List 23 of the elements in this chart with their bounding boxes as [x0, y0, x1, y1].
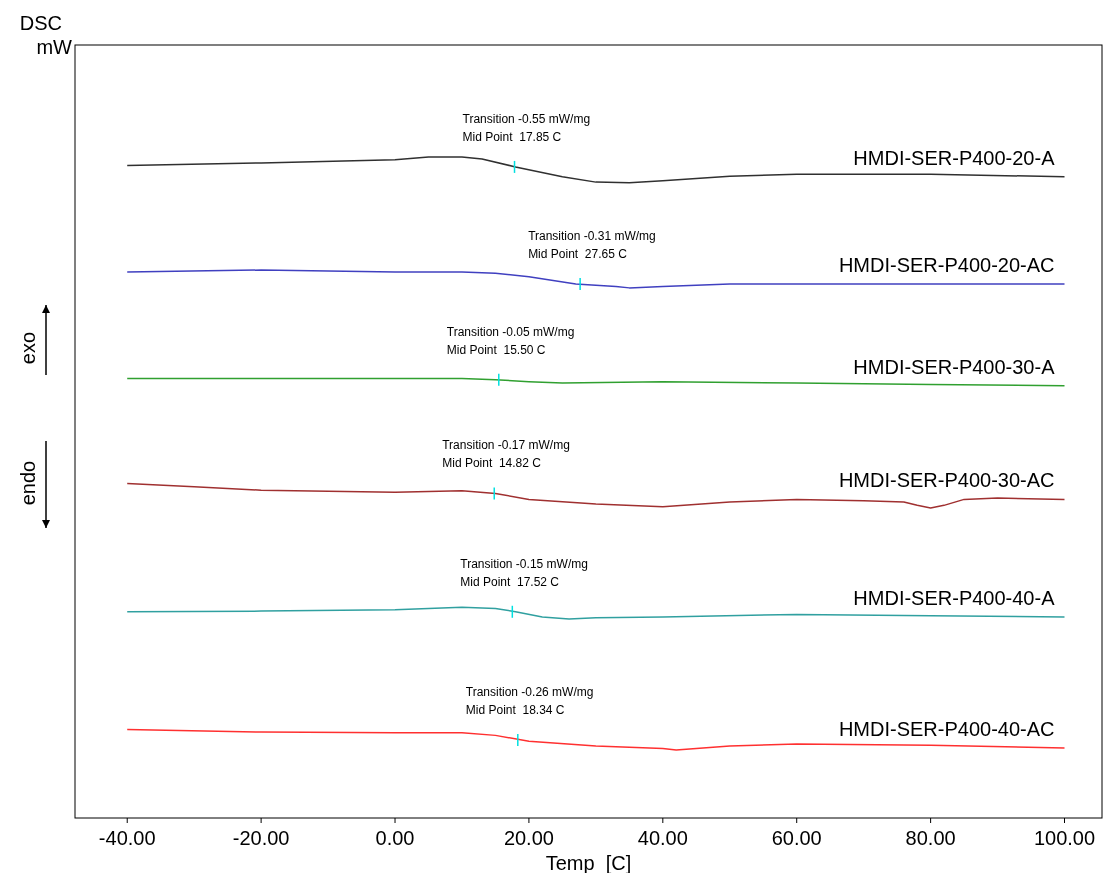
annotation: Transition -0.55 mW/mg Mid Point 17.85 C — [462, 111, 591, 144]
series-label: HMDI-SER-P400-20-AC — [838, 253, 1055, 276]
annotation: Transition -0.05 mW/mg Mid Point 15.50 C — [446, 324, 575, 357]
x-tick-label: -20.00 — [232, 827, 290, 849]
x-tick-label: 20.00 — [503, 827, 554, 849]
x-tick-label: 0.00 — [375, 827, 415, 849]
x-tick-label: 80.00 — [905, 827, 956, 849]
x-tick-label: -40.00 — [98, 827, 156, 849]
text: endo — [17, 460, 40, 506]
x-tick-label: 100.00 — [1033, 827, 1096, 849]
series-label: HMDI-SER-P400-20-A — [853, 146, 1056, 169]
text: exo — [17, 331, 40, 365]
series-label: HMDI-SER-P400-30-AC — [838, 469, 1055, 492]
y-axis-title: DSC mW — [19, 12, 73, 58]
annotation: Transition -0.15 mW/mg Mid Point 17.52 C — [460, 556, 588, 589]
series-label: HMDI-SER-P400-40-AC — [838, 717, 1055, 740]
annotation: Transition -0.26 mW/mg Mid Point 18.34 C — [465, 685, 594, 717]
series-label: HMDI-SER-P400-40-A — [853, 587, 1056, 610]
x-tick-label: 40.00 — [637, 827, 688, 849]
annotation: Transition -0.17 mW/mg Mid Point 14.82 C — [442, 438, 570, 471]
x-tick-label: 60.00 — [771, 827, 822, 849]
annotation: Transition -0.31 mW/mg Mid Point 27.65 C — [528, 228, 656, 261]
series-label: HMDI-SER-P400-30-A — [853, 355, 1056, 378]
